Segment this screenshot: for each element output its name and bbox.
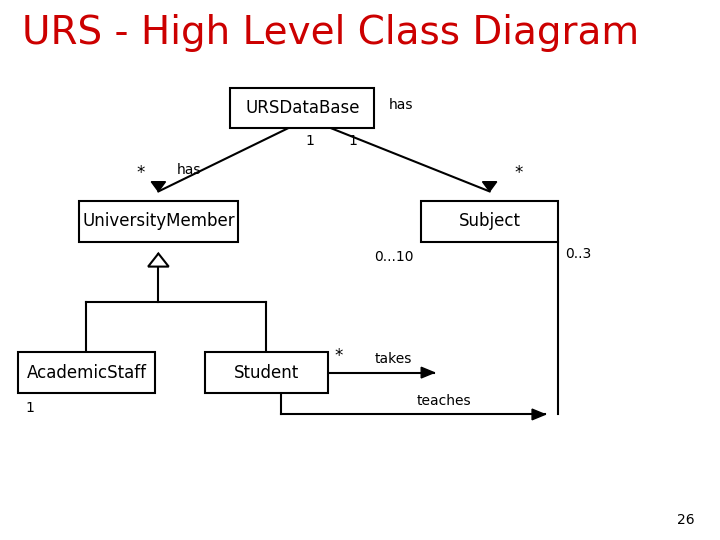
Bar bbox=[205, 352, 328, 393]
Text: has: has bbox=[176, 163, 201, 177]
Polygon shape bbox=[482, 181, 497, 192]
Text: 1: 1 bbox=[305, 133, 314, 147]
Bar bbox=[79, 201, 238, 241]
Text: takes: takes bbox=[374, 352, 412, 366]
Text: Student: Student bbox=[234, 363, 299, 382]
Text: *: * bbox=[515, 164, 523, 183]
Text: 1: 1 bbox=[25, 401, 34, 415]
Bar bbox=[230, 87, 374, 128]
Text: has: has bbox=[389, 98, 413, 112]
Polygon shape bbox=[421, 367, 434, 378]
Text: Subject: Subject bbox=[459, 212, 521, 231]
Bar bbox=[18, 352, 155, 393]
Bar bbox=[421, 201, 558, 241]
Polygon shape bbox=[148, 254, 168, 267]
Text: 0..3: 0..3 bbox=[565, 247, 591, 261]
Text: 0...10: 0...10 bbox=[374, 249, 414, 264]
Text: AcademicStaff: AcademicStaff bbox=[27, 363, 146, 382]
Text: URS - High Level Class Diagram: URS - High Level Class Diagram bbox=[22, 14, 639, 51]
Text: 26: 26 bbox=[678, 512, 695, 526]
Polygon shape bbox=[151, 181, 166, 192]
Text: teaches: teaches bbox=[417, 394, 472, 408]
Text: *: * bbox=[136, 164, 145, 183]
Text: *: * bbox=[335, 347, 343, 364]
Text: 1: 1 bbox=[348, 133, 357, 147]
Polygon shape bbox=[532, 409, 545, 420]
Text: URSDataBase: URSDataBase bbox=[245, 99, 360, 117]
Text: UniversityMember: UniversityMember bbox=[82, 212, 235, 231]
